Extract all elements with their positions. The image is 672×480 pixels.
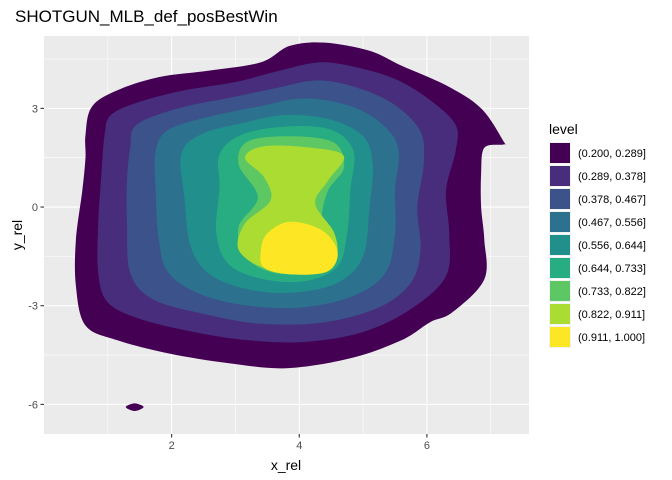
legend-label: (0.644, 0.733] — [578, 263, 646, 275]
x-tick-label: 2 — [169, 440, 175, 452]
legend-swatch — [550, 143, 570, 163]
y-tick-label: -3 — [28, 301, 38, 313]
contour-band-level-9 — [260, 221, 338, 275]
legend-swatch — [550, 235, 570, 255]
legend-swatch — [550, 258, 570, 278]
legend-label: (0.378, 0.467] — [578, 194, 646, 206]
legend-label: (0.556, 0.644] — [578, 240, 646, 252]
legend-label: (0.289, 0.378] — [578, 171, 646, 183]
y-tick-label: 0 — [32, 202, 38, 214]
legend-swatch — [550, 327, 570, 347]
legend: level (0.200, 0.289] (0.289, 0.378] (0.378… — [549, 121, 646, 348]
legend-label: (0.733, 0.822] — [578, 286, 646, 298]
legend-swatch — [550, 166, 570, 186]
legend-label: (0.822, 0.911] — [578, 309, 645, 321]
x-tick-label: 4 — [296, 440, 302, 452]
contour-band-level-1 — [125, 403, 144, 411]
legend-title: level — [549, 121, 578, 137]
y-axis-title: y_rel — [9, 220, 25, 250]
x-axis-title: x_rel — [271, 457, 301, 473]
y-tick-label: 3 — [32, 103, 38, 115]
legend-swatch — [550, 304, 570, 324]
x-tick-label: 6 — [424, 440, 430, 452]
legend-label: (0.200, 0.289] — [578, 148, 646, 160]
legend-swatch — [550, 281, 570, 301]
legend-swatch — [550, 189, 570, 209]
y-axis-ticks: -6 -3 0 3 — [28, 103, 44, 411]
contour-bands — [74, 42, 507, 411]
y-tick-label: -6 — [28, 399, 38, 411]
legend-label: (0.911, 1.000] — [578, 332, 645, 344]
legend-label: (0.467, 0.556] — [578, 217, 646, 229]
chart-title: SHOTGUN_MLB_def_posBestWin — [15, 7, 278, 26]
x-axis-ticks: 2 4 6 — [169, 434, 430, 452]
legend-swatch — [550, 212, 570, 232]
